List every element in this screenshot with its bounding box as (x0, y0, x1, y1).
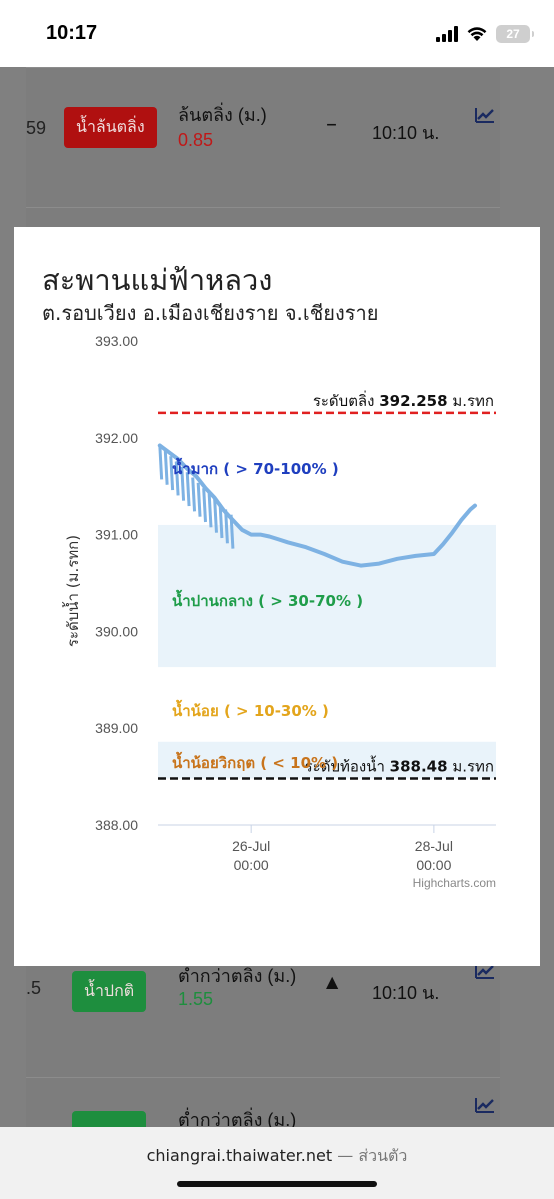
band-label-1: น้ำปานกลาง ( > 30-70% ) (172, 589, 363, 610)
band-label-3: น้ำน้อยวิกฤต ( < 10% ) (172, 751, 338, 772)
row-time: 10:10 น. (372, 123, 440, 143)
series-spike (169, 456, 175, 491)
series-point (377, 562, 381, 566)
series-spike (158, 445, 164, 480)
series-point (395, 557, 399, 561)
cellular-signal-icon (436, 26, 458, 42)
series-point (473, 504, 477, 508)
y-tick-label: 392.00 (95, 430, 138, 446)
status-bar: 10:17 27 (0, 0, 554, 67)
series-point (450, 531, 454, 535)
battery-icon: 27 (496, 25, 534, 43)
series-point (468, 507, 472, 511)
row-value: 0.85 (178, 130, 214, 150)
series-spike (229, 514, 235, 549)
series-point (213, 496, 217, 500)
row-label: ต่ำกว่าตลิ่ง (ม.) (178, 966, 297, 986)
y-tick-label: 388.00 (95, 817, 138, 833)
series-point (194, 475, 198, 479)
series-spike (163, 450, 169, 485)
series-point (176, 457, 180, 461)
series-spike (224, 509, 229, 544)
series-point (277, 537, 281, 541)
series-spike (174, 461, 180, 496)
series-spike (202, 488, 208, 523)
series-fluctuation (158, 445, 235, 549)
series-point (167, 450, 171, 454)
status-badge: น้ำล้นตลิ่ง (64, 107, 157, 148)
wifi-icon (467, 27, 487, 41)
series-spike (191, 477, 197, 512)
bank-level-label: ระดับตลิ่ง 392.258 ม.รทก (313, 390, 494, 410)
series-point (185, 467, 189, 471)
highcharts-credits[interactable]: Highcharts.com (413, 876, 496, 890)
series-point (414, 554, 418, 558)
series-point (204, 486, 208, 490)
chart-trend-icon[interactable] (474, 106, 496, 124)
series-spike (207, 493, 213, 528)
plot-band-2 (158, 667, 496, 742)
home-indicator[interactable] (177, 1181, 377, 1187)
row-number: .5 (26, 978, 42, 998)
x-tick-date: 26-Jul (232, 838, 270, 854)
x-tick-time: 00:00 (416, 857, 451, 873)
band-label-0: น้ำมาก ( > 70-100% ) (172, 457, 339, 478)
table-row (26, 207, 500, 228)
chart-trend-icon[interactable] (474, 1096, 496, 1114)
series-point (341, 560, 345, 564)
chart-modal: สะพานแม่ฟ้าหลวง ต.รอบเวียง อ.เมืองเชียงร… (14, 227, 540, 966)
browser-address-bar[interactable]: chiangrai.thaiwater.net — ส่วนตัว (0, 1127, 554, 1199)
series-point (304, 545, 308, 549)
row-label: ต่ำกว่าตลิ่ง (ม.) (178, 1110, 297, 1130)
chart-trend-icon[interactable] (474, 962, 496, 980)
series-point (222, 508, 226, 512)
address-domain: chiangrai.thaiwater.net (146, 1146, 333, 1165)
series-point (286, 540, 290, 544)
station-location: ต.รอบเวียง อ.เมืองเชียงราย จ.เชียงราย (42, 301, 379, 325)
series-point (441, 542, 445, 546)
row-value: 1.55 (178, 989, 214, 1009)
riverbed-level-label: ระดับท้องน้ำ 388.48 ม.รทก (305, 756, 494, 776)
row-number: 59 (26, 118, 47, 138)
water-level-series-0[interactable] (157, 443, 477, 568)
water-level-chart[interactable]: 393.00 392.00 391.00 390.00 389.00 388.00 26-… (14, 227, 540, 966)
trend-icon: – (326, 112, 337, 137)
station-title: สะพานแม่ฟ้าหลวง (42, 263, 273, 297)
private-mode-label: — ส่วนตัว (337, 1146, 408, 1165)
plot-band-3 (158, 741, 496, 779)
series-spike (180, 466, 186, 501)
band-label-2: น้ำน้อย ( > 10-30% ) (172, 699, 329, 720)
status-badge: น้ำปกติ (72, 971, 147, 1012)
series-point (359, 564, 363, 568)
series-point (249, 533, 253, 537)
series-point (322, 552, 326, 556)
series-point (158, 444, 162, 448)
status-icons: 27 (436, 22, 534, 46)
y-tick-label: 390.00 (95, 623, 138, 639)
y-tick-label: 391.00 (95, 527, 138, 543)
x-tick-time: 00:00 (234, 857, 269, 873)
series-point (258, 533, 262, 537)
series-spike (196, 482, 202, 517)
status-time: 10:17 (46, 22, 98, 44)
series-point (240, 528, 244, 532)
y-axis-label: ระดับน้ำ (ม.รทก) (62, 535, 82, 647)
series-point (432, 552, 436, 556)
x-tick-date: 28-Jul (415, 838, 453, 854)
series-spike (185, 472, 191, 507)
trend-icon: ▲ (326, 972, 339, 991)
series-spike (218, 504, 224, 539)
series-spike (213, 498, 218, 533)
row-time: 10:10 น. (372, 983, 440, 1003)
table-row[interactable]: 59 น้ำล้นตลิ่ง ล้นตลิ่ง (ม.) 0.85 – 10:1… (26, 67, 500, 208)
row-label: ล้นตลิ่ง (ม.) (178, 105, 267, 125)
series-point (459, 518, 463, 522)
address-text[interactable]: chiangrai.thaiwater.net — ส่วนตัว (0, 1144, 554, 1169)
series-point (267, 535, 271, 539)
series-point (231, 518, 235, 522)
y-tick-label: 393.00 (95, 333, 138, 349)
y-tick-label: 389.00 (95, 720, 138, 736)
